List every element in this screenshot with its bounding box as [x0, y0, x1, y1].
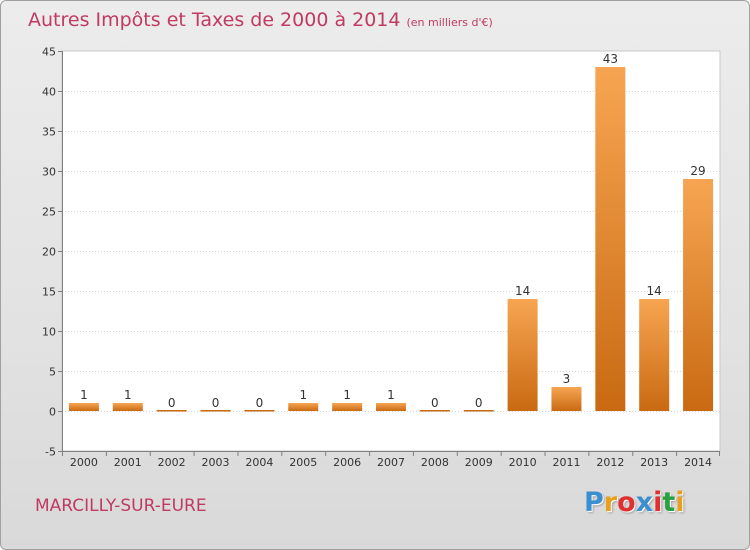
- value-label: 29: [690, 164, 705, 178]
- bar-2011: [551, 387, 582, 411]
- y-tick-label: 30: [42, 166, 56, 179]
- value-label: 0: [212, 396, 220, 410]
- x-tick-label: 2012: [596, 456, 624, 469]
- bar-2003: [200, 410, 231, 412]
- bar-2006: [332, 403, 363, 411]
- x-tick-label: 2008: [421, 456, 449, 469]
- bar-2002: [156, 410, 187, 412]
- x-tick-label: 2001: [114, 456, 142, 469]
- y-tick-label: 20: [42, 246, 56, 259]
- value-label: 0: [475, 396, 483, 410]
- x-tick-label: 2009: [465, 456, 493, 469]
- value-label: 0: [431, 396, 439, 410]
- x-tick-label: 2002: [158, 456, 186, 469]
- bar-2001: [112, 403, 143, 411]
- bar-2005: [288, 403, 319, 411]
- value-label: 0: [256, 396, 264, 410]
- logo-letter: x: [635, 487, 654, 518]
- value-label: 1: [387, 388, 395, 402]
- logo-letter: i: [653, 487, 663, 518]
- x-tick-label: 2006: [333, 456, 361, 469]
- unit-note: (en milliers d'€): [406, 16, 493, 29]
- x-tick-label: 2004: [245, 456, 273, 469]
- y-tick-label: 10: [42, 326, 56, 339]
- logo-letter: o: [617, 487, 636, 518]
- value-label: 14: [515, 284, 530, 298]
- chart-title-text: Autres Impôts et Taxes de 2000 à 2014: [28, 9, 401, 31]
- chart-title: Autres Impôts et Taxes de 2000 à 2014 (en…: [28, 9, 493, 31]
- value-label: 3: [563, 372, 571, 386]
- value-label: 43: [603, 52, 618, 66]
- commune-name: MARCILLY-SUR-EURE: [35, 496, 207, 516]
- y-tick-label: 40: [42, 86, 56, 99]
- value-label: 1: [80, 388, 88, 402]
- x-tick-label: 2013: [640, 456, 668, 469]
- logo-letter: i: [675, 487, 685, 518]
- bar-2010: [507, 299, 538, 411]
- x-tick-label: 2014: [684, 456, 712, 469]
- y-tick-label: 25: [42, 206, 56, 219]
- bar-2008: [419, 410, 450, 412]
- x-tick-label: 2007: [377, 456, 405, 469]
- bar-2007: [376, 403, 406, 411]
- value-label: 0: [168, 396, 176, 410]
- y-tick-label: 35: [42, 126, 56, 139]
- x-tick-label: 2005: [289, 456, 317, 469]
- x-tick-label: 2003: [202, 456, 230, 469]
- y-tick-label: -5: [45, 446, 56, 459]
- value-label: 1: [299, 388, 307, 402]
- proxiti-logo[interactable]: Proxiti: [584, 487, 685, 518]
- value-label: 14: [647, 284, 662, 298]
- bar-2014: [683, 179, 714, 411]
- y-tick-label: 0: [49, 406, 56, 419]
- x-tick-label: 2011: [552, 456, 580, 469]
- logo-letter: P: [584, 487, 604, 518]
- y-tick-label: 45: [42, 46, 56, 59]
- bar-2012: [595, 67, 626, 411]
- value-label: 1: [124, 388, 132, 402]
- logo-letter: t: [662, 487, 676, 518]
- y-tick-label: 5: [49, 366, 56, 379]
- bar-2000: [68, 403, 99, 411]
- x-tick-label: 2010: [509, 456, 537, 469]
- x-tick-label: 2000: [70, 456, 98, 469]
- bar-2009: [463, 410, 494, 412]
- logo-letter: r: [603, 487, 618, 518]
- bar-2013: [639, 299, 670, 411]
- bar-2004: [244, 410, 275, 412]
- value-label: 1: [343, 388, 351, 402]
- y-tick-label: 15: [42, 286, 56, 299]
